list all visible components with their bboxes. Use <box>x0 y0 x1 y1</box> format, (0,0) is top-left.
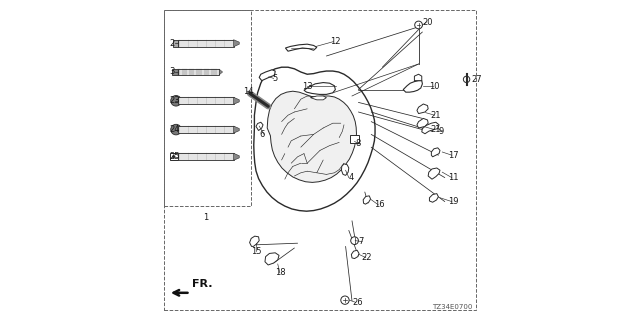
Text: 12: 12 <box>330 37 340 46</box>
Polygon shape <box>256 122 263 131</box>
Bar <box>178 153 234 160</box>
Circle shape <box>463 76 470 83</box>
Text: 18: 18 <box>275 268 286 277</box>
Polygon shape <box>364 196 371 204</box>
Text: 9: 9 <box>438 127 444 136</box>
Circle shape <box>171 95 181 106</box>
Text: 5: 5 <box>272 74 277 83</box>
Text: 11: 11 <box>448 173 458 182</box>
Text: 21: 21 <box>430 125 441 134</box>
Text: 3: 3 <box>169 68 174 76</box>
Polygon shape <box>234 153 239 160</box>
Polygon shape <box>403 81 422 92</box>
Text: 2: 2 <box>169 39 174 48</box>
Bar <box>170 153 178 160</box>
Text: 20: 20 <box>422 18 433 27</box>
Polygon shape <box>431 148 440 157</box>
Polygon shape <box>342 164 349 175</box>
Bar <box>178 126 234 133</box>
Text: 13: 13 <box>302 82 313 91</box>
FancyBboxPatch shape <box>349 135 359 143</box>
Text: 7: 7 <box>358 237 364 246</box>
Polygon shape <box>234 97 239 104</box>
Polygon shape <box>351 250 359 259</box>
Text: 1: 1 <box>204 213 209 222</box>
Polygon shape <box>219 69 223 75</box>
Text: 15: 15 <box>251 247 262 256</box>
Circle shape <box>340 296 349 304</box>
Text: 4: 4 <box>349 173 354 182</box>
Polygon shape <box>415 74 422 81</box>
Text: 22: 22 <box>362 253 372 262</box>
Polygon shape <box>417 118 428 128</box>
Polygon shape <box>268 91 356 182</box>
Polygon shape <box>253 67 375 211</box>
Polygon shape <box>417 104 428 114</box>
Text: 17: 17 <box>448 151 459 160</box>
Polygon shape <box>234 126 239 133</box>
Bar <box>172 69 178 75</box>
Bar <box>178 69 219 75</box>
Circle shape <box>172 156 175 158</box>
Text: 19: 19 <box>448 197 458 206</box>
Text: 8: 8 <box>355 140 360 148</box>
Text: 27: 27 <box>471 76 482 84</box>
Polygon shape <box>285 44 317 51</box>
Polygon shape <box>304 83 335 94</box>
Circle shape <box>351 237 358 244</box>
Text: 16: 16 <box>374 200 385 209</box>
Polygon shape <box>428 168 440 179</box>
Bar <box>178 97 234 104</box>
Circle shape <box>415 21 422 29</box>
Text: 6: 6 <box>259 130 264 139</box>
Text: 14: 14 <box>243 87 253 96</box>
Text: 25: 25 <box>169 152 179 161</box>
Polygon shape <box>234 40 239 47</box>
Text: 21: 21 <box>430 111 441 120</box>
Bar <box>173 40 178 47</box>
Text: FR.: FR. <box>192 279 212 289</box>
Text: 23: 23 <box>169 96 180 105</box>
Bar <box>178 40 234 47</box>
Text: 24: 24 <box>169 125 179 134</box>
Polygon shape <box>429 194 438 202</box>
Polygon shape <box>310 96 326 100</box>
Text: 10: 10 <box>429 82 439 91</box>
Text: 26: 26 <box>352 298 363 307</box>
Circle shape <box>171 124 181 135</box>
Polygon shape <box>422 122 439 134</box>
Polygon shape <box>265 253 279 265</box>
Polygon shape <box>250 236 259 246</box>
Text: TZ34E0700: TZ34E0700 <box>431 304 472 310</box>
Polygon shape <box>259 70 275 81</box>
